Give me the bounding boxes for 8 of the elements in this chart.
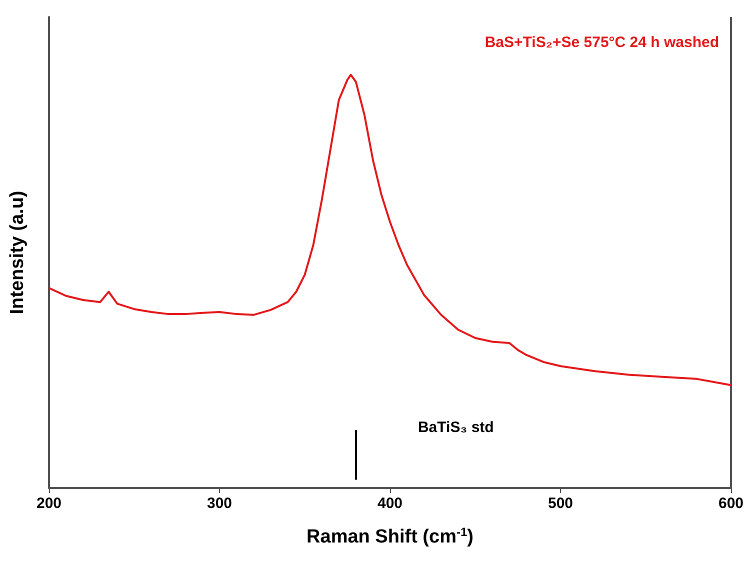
x-tick-label: 400 (377, 495, 403, 512)
x-tick-label: 500 (548, 495, 574, 512)
text: BaS+TiS₂+Se 575°C 24 h washed (484, 34, 719, 51)
x-tick-label: 600 (718, 495, 744, 512)
y-axis-title: Intensity (a.u) (7, 190, 28, 314)
x-tick-label: 300 (206, 495, 232, 512)
x-tick-label: 200 (36, 495, 62, 512)
ref-line-label: BaTiS₃ std (418, 419, 494, 436)
